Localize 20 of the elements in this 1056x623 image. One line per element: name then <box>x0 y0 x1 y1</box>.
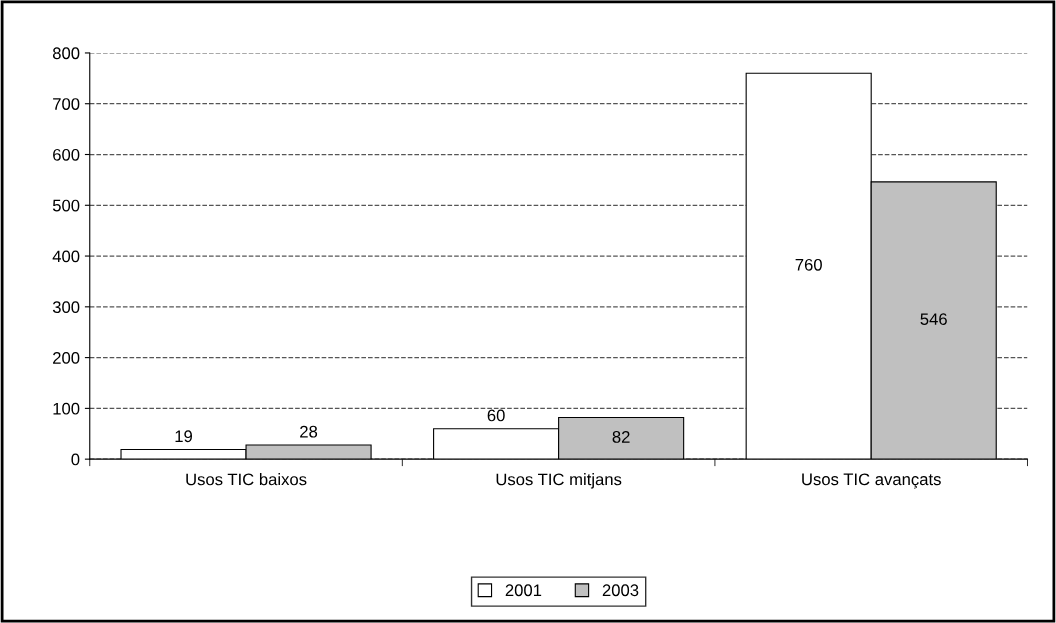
data-label: 60 <box>487 409 505 422</box>
data-label: 28 <box>300 425 318 438</box>
y-tick-label: 0 <box>71 453 80 466</box>
y-tick-label: 200 <box>53 352 80 364</box>
data-label: 19 <box>175 430 193 443</box>
legend-label: 2001 <box>505 584 542 597</box>
y-tick-label: 800 <box>52 47 80 60</box>
y-tick-label: 300 <box>52 301 80 314</box>
legend-label: 2003 <box>602 584 639 597</box>
data-label: 760 <box>795 258 822 271</box>
y-tick-label: 700 <box>53 98 80 110</box>
y-tick-label: 100 <box>53 402 80 415</box>
y-tick-label: 400 <box>52 250 80 263</box>
data-label: 546 <box>920 313 947 326</box>
x-tick-label: Usos TIC mitjans <box>496 473 622 489</box>
y-tick-label: 500 <box>52 199 80 212</box>
data-label: 82 <box>612 431 630 443</box>
y-tick-label: 600 <box>53 148 80 161</box>
x-tick-label: Usos TIC baixos <box>186 473 307 486</box>
x-tick-label: Usos TIC avançats <box>802 473 941 489</box>
